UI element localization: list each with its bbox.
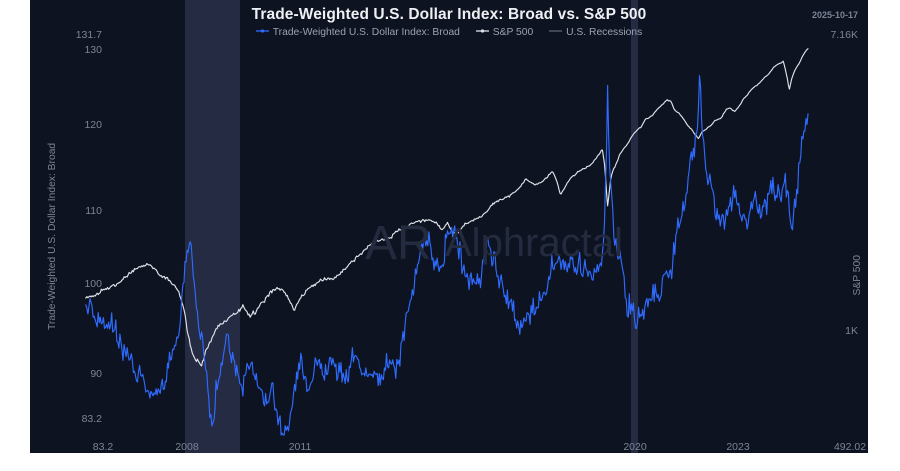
svg-text:AR: AR	[365, 217, 432, 270]
